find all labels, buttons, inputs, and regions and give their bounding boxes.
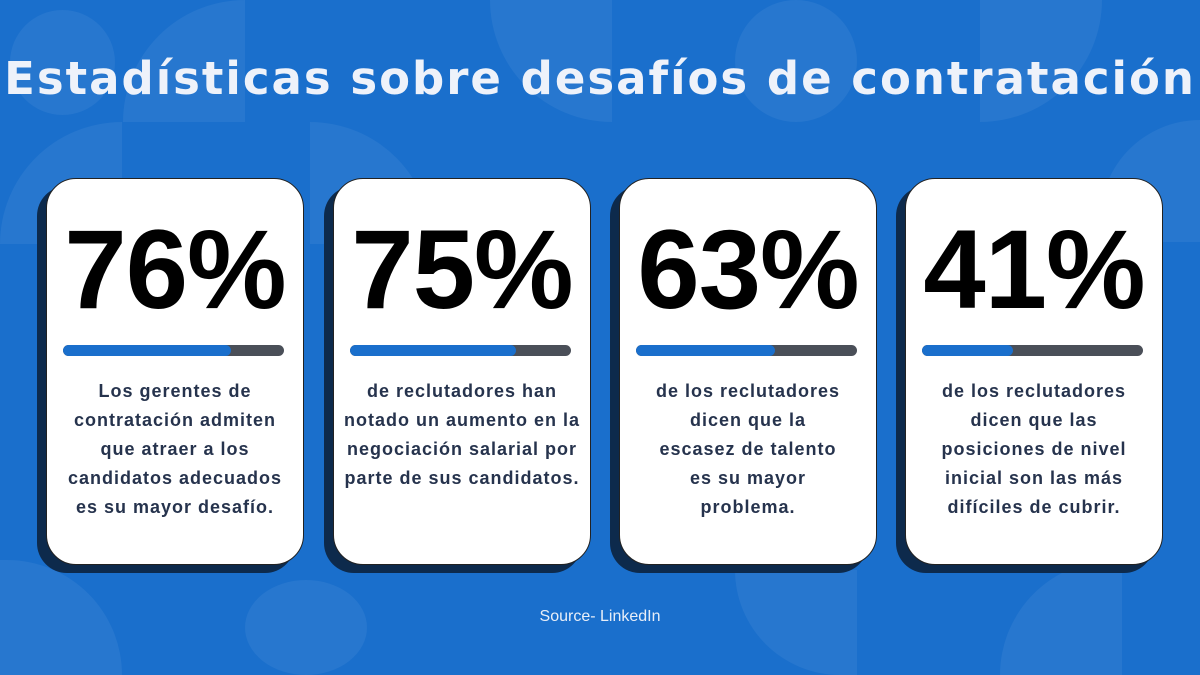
stat-description: Los gerentes de contratación admiten que… [67, 381, 283, 517]
card-face: 75% de reclutadores han notado un aument… [333, 178, 591, 565]
card-face: 63% de los reclutadores dicen que la esc… [619, 178, 877, 565]
stat-value: 63% [637, 207, 859, 332]
card-face: 41% de los reclutadores dicen que las po… [905, 178, 1163, 565]
stat-value: 75% [351, 207, 573, 332]
stat-description: de los reclutadores dicen que las posici… [941, 381, 1127, 517]
progress-fill [922, 345, 1013, 356]
source-label: Source- LinkedIn [539, 608, 661, 625]
stat-description: de los reclutadores dicen que la escasez… [655, 381, 841, 517]
progress-bar [350, 345, 571, 356]
stat-description: de reclutadores han notado un aumento en… [343, 381, 580, 488]
stat-card: 63% de los reclutadores dicen que la esc… [610, 178, 877, 573]
progress-bar [636, 345, 857, 356]
stat-value: 76% [64, 207, 286, 332]
card-face: 76% Los gerentes de contratación admiten… [46, 178, 304, 565]
stat-value: 41% [923, 207, 1145, 332]
stat-card: 76% Los gerentes de contratación admiten… [37, 178, 304, 573]
progress-fill [350, 345, 516, 356]
stat-card: 41% de los reclutadores dicen que las po… [896, 178, 1163, 573]
progress-bar [922, 345, 1143, 356]
stat-card: 75% de reclutadores han notado un aument… [324, 178, 591, 573]
page-title: Estadísticas sobre desafíos de contratac… [4, 52, 1196, 105]
progress-bar [63, 345, 284, 356]
progress-fill [636, 345, 776, 356]
progress-fill [63, 345, 231, 356]
